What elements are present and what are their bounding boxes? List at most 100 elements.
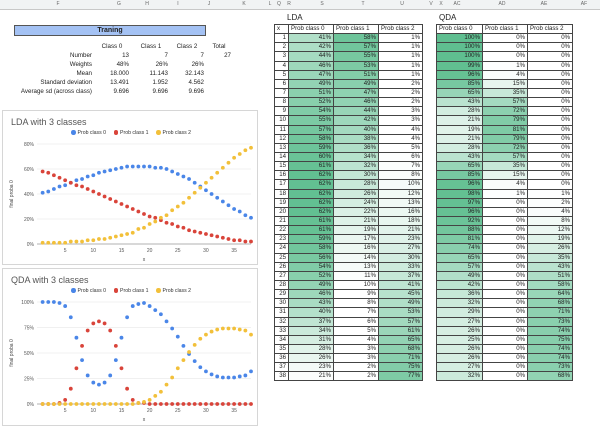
- lda-cell[interactable]: 2%: [378, 97, 423, 108]
- col-header[interactable]: V: [429, 1, 433, 7]
- qda-cell[interactable]: 26%: [436, 353, 483, 364]
- lda-cell[interactable]: 32: [274, 316, 289, 327]
- lda-cell[interactable]: 43%: [288, 298, 334, 309]
- qda-cell[interactable]: 2%: [527, 197, 573, 208]
- qda-cell[interactable]: 0%: [527, 69, 573, 80]
- lda-cell[interactable]: 58%: [333, 33, 379, 44]
- lda-cell[interactable]: 40%: [333, 124, 379, 135]
- lda-cell[interactable]: 3%: [378, 106, 423, 117]
- lda-cell[interactable]: 15: [274, 161, 289, 172]
- col-header[interactable]: U: [400, 1, 404, 7]
- qda-cell[interactable]: 74%: [527, 343, 573, 355]
- lda-cell[interactable]: 3: [274, 51, 289, 62]
- qda-cell[interactable]: 100%: [436, 42, 483, 53]
- qda-cell[interactable]: 97%: [436, 197, 483, 208]
- qda-cell[interactable]: 0%: [482, 197, 528, 208]
- lda-cell[interactable]: 12%: [378, 188, 423, 199]
- lda-cell[interactable]: 37: [274, 362, 289, 373]
- qda-cell[interactable]: 25%: [436, 334, 483, 345]
- qda-cell[interactable]: 0%: [482, 371, 528, 382]
- col-header[interactable]: AD: [498, 1, 506, 7]
- training-cell[interactable]: 48%: [116, 61, 129, 69]
- lda-cell[interactable]: 7%: [333, 307, 379, 318]
- lda-cell[interactable]: 65%: [378, 334, 423, 345]
- lda-cell[interactable]: 23%: [378, 234, 423, 245]
- qda-cell[interactable]: 57%: [482, 97, 528, 108]
- qda-cell[interactable]: 0%: [482, 270, 528, 281]
- training-cell[interactable]: 26%: [191, 61, 204, 69]
- lda-cell[interactable]: 34: [274, 334, 289, 345]
- lda-cell[interactable]: 21%: [288, 371, 334, 382]
- qda-cell[interactable]: 0%: [482, 33, 528, 44]
- qda-cell[interactable]: 21%: [436, 115, 483, 126]
- lda-cell[interactable]: 59%: [288, 142, 334, 153]
- qda-cell[interactable]: 58%: [527, 279, 573, 291]
- qda-cell[interactable]: 96%: [436, 69, 483, 80]
- lda-cell[interactable]: 7: [274, 87, 289, 99]
- lda-cell[interactable]: 30: [274, 298, 289, 309]
- qda-cell[interactable]: 98%: [436, 188, 483, 199]
- qda-cell[interactable]: 0%: [482, 334, 528, 345]
- lda-cell[interactable]: 8: [274, 97, 289, 108]
- qda-cell[interactable]: 65%: [436, 252, 483, 263]
- qda-cell[interactable]: 73%: [527, 362, 573, 373]
- qda-cell[interactable]: 15%: [482, 78, 528, 89]
- training-cell[interactable]: 32.143: [185, 70, 204, 78]
- qda-cell[interactable]: 27%: [436, 316, 483, 327]
- qda-cell[interactable]: 0%: [527, 60, 573, 71]
- qda-cell[interactable]: 0%: [482, 307, 528, 318]
- qda-cell[interactable]: 0%: [527, 42, 573, 53]
- lda-cell[interactable]: 11%: [333, 270, 379, 281]
- lda-cell[interactable]: 62%: [288, 188, 334, 199]
- lda-cell[interactable]: 77%: [378, 371, 423, 382]
- lda-cell[interactable]: 2%: [333, 362, 379, 373]
- lda-cell[interactable]: 26: [274, 261, 289, 272]
- header-cell[interactable]: x: [274, 23, 289, 35]
- training-cell[interactable]: 13.491: [110, 79, 129, 87]
- lda-cell[interactable]: 61%: [288, 225, 334, 236]
- lda-cell[interactable]: 56%: [288, 252, 334, 263]
- lda-cell[interactable]: 1%: [378, 51, 423, 62]
- qda-cell[interactable]: 0%: [527, 142, 573, 153]
- lda-cell[interactable]: 62%: [288, 197, 334, 208]
- qda-cell[interactable]: 0%: [527, 106, 573, 117]
- lda-cell[interactable]: 13%: [333, 261, 379, 272]
- lda-cell[interactable]: 1%: [378, 42, 423, 53]
- lda-cell[interactable]: 59%: [288, 234, 334, 245]
- qda-cell[interactable]: 0%: [527, 87, 573, 99]
- qda-cell[interactable]: 85%: [436, 170, 483, 181]
- qda-cell[interactable]: 29%: [436, 307, 483, 318]
- lda-cell[interactable]: 28%: [288, 343, 334, 355]
- lda-cell[interactable]: 10%: [333, 279, 379, 291]
- training-title[interactable]: Traning: [14, 25, 206, 36]
- qda-cell[interactable]: 43%: [436, 97, 483, 108]
- lda-cell[interactable]: 37%: [288, 316, 334, 327]
- qda-cell[interactable]: 15%: [482, 170, 528, 181]
- qda-cell[interactable]: 74%: [527, 353, 573, 364]
- qda-cell[interactable]: 92%: [436, 215, 483, 227]
- qda-cell[interactable]: 0%: [482, 289, 528, 300]
- lda-cell[interactable]: 52%: [288, 97, 334, 108]
- lda-cell[interactable]: 26%: [333, 188, 379, 199]
- qda-cell[interactable]: 0%: [482, 225, 528, 236]
- lda-cell[interactable]: 8%: [333, 298, 379, 309]
- lda-cell[interactable]: 53%: [378, 307, 423, 318]
- qda-cell[interactable]: 0%: [482, 343, 528, 355]
- qda-cell[interactable]: 75%: [527, 334, 573, 345]
- lda-cell[interactable]: 44%: [333, 106, 379, 117]
- lda-cell[interactable]: 53%: [333, 60, 379, 71]
- qda-cell[interactable]: 74%: [527, 325, 573, 336]
- lda-cell[interactable]: 2: [274, 42, 289, 53]
- qda-cell[interactable]: 79%: [482, 133, 528, 144]
- qda-cell[interactable]: 32%: [436, 298, 483, 309]
- qda-cell[interactable]: 43%: [436, 151, 483, 163]
- qda-cell[interactable]: 35%: [527, 252, 573, 263]
- qda-cell[interactable]: 0%: [527, 151, 573, 163]
- lda-cell[interactable]: 38: [274, 371, 289, 382]
- header-cell[interactable]: Prob class 2: [378, 23, 423, 35]
- header-cell[interactable]: Prob class 1: [482, 23, 528, 35]
- qda-cell[interactable]: 68%: [527, 298, 573, 309]
- lda-cell[interactable]: 13%: [378, 197, 423, 208]
- qda-cell[interactable]: 28%: [436, 142, 483, 153]
- qda-cell[interactable]: 0%: [482, 362, 528, 373]
